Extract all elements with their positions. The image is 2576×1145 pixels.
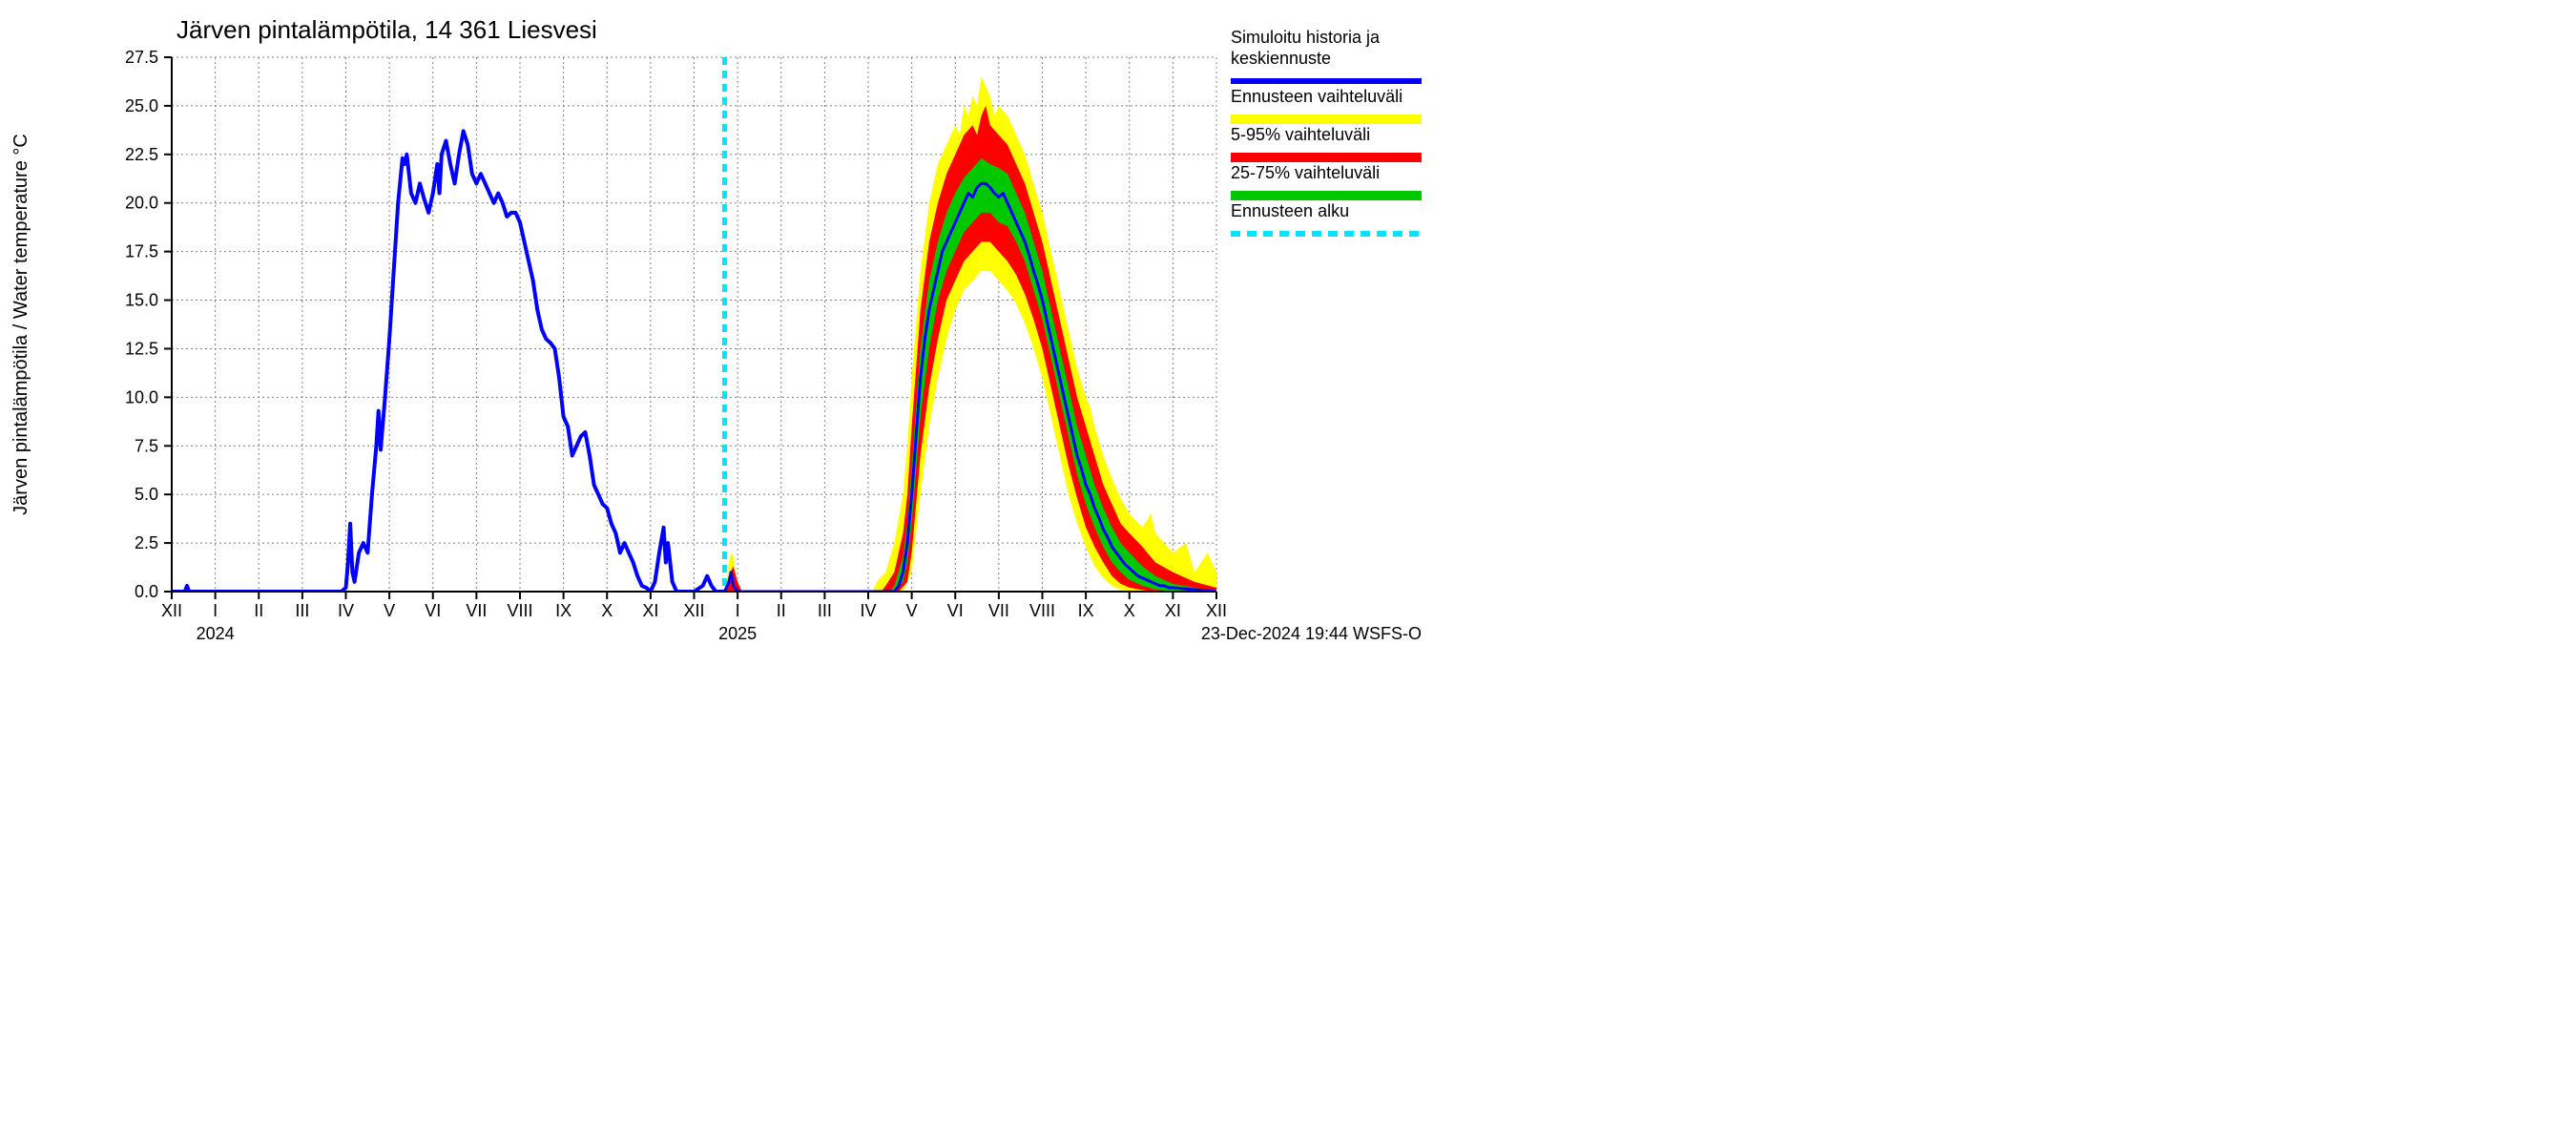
x-tick-label: V — [906, 601, 918, 620]
y-tick-label: 5.0 — [135, 485, 158, 504]
y-tick-label: 2.5 — [135, 533, 158, 552]
y-tick-label: 0.0 — [135, 582, 158, 601]
x-tick-label: X — [1124, 601, 1135, 620]
y-tick-label: 27.5 — [125, 48, 158, 67]
legend-label: 25-75% vaihteluväli — [1231, 163, 1380, 182]
x-tick-label: IV — [860, 601, 876, 620]
y-tick-label: 10.0 — [125, 387, 158, 406]
x-tick-label: IV — [338, 601, 354, 620]
y-tick-label: 7.5 — [135, 436, 158, 455]
x-tick-label: IX — [555, 601, 571, 620]
x-tick-label: III — [818, 601, 832, 620]
x-tick-label: VII — [988, 601, 1009, 620]
chart-title: Järven pintalämpötila, 14 361 Liesvesi — [177, 15, 597, 44]
legend-label: Simuloitu historia ja — [1231, 28, 1381, 47]
y-tick-label: 25.0 — [125, 96, 158, 115]
x-tick-label: XI — [1165, 601, 1181, 620]
x-tick-label: V — [384, 601, 395, 620]
x-tick-label: II — [254, 601, 263, 620]
x-tick-label: I — [736, 601, 740, 620]
y-tick-label: 20.0 — [125, 194, 158, 213]
legend-label: Ennusteen alku — [1231, 201, 1349, 220]
legend-swatch — [1231, 153, 1422, 162]
x-tick-label: III — [295, 601, 309, 620]
legend-swatch — [1231, 191, 1422, 200]
x-tick-label: VII — [466, 601, 487, 620]
legend-label: 5-95% vaihteluväli — [1231, 125, 1370, 144]
legend-label: keskiennuste — [1231, 49, 1331, 68]
x-tick-label: VIII — [507, 601, 532, 620]
y-tick-label: 12.5 — [125, 339, 158, 358]
x-tick-label: XII — [161, 601, 182, 620]
y-axis-label: Järven pintalämpötila / Water temperatur… — [10, 134, 31, 515]
x-tick-label: VI — [425, 601, 441, 620]
y-tick-label: 22.5 — [125, 145, 158, 164]
y-tick-label: 15.0 — [125, 291, 158, 310]
x-tick-label: I — [213, 601, 218, 620]
x-tick-label: VI — [947, 601, 964, 620]
chart-svg: Järven pintalämpötila, 14 361 Liesvesi Jä… — [0, 0, 1431, 668]
x-tick-label: X — [601, 601, 613, 620]
x-tick-label: VIII — [1029, 601, 1055, 620]
x-tick-label: XII — [683, 601, 704, 620]
x-year-label: 2024 — [197, 624, 235, 643]
legend-swatch — [1231, 114, 1422, 124]
chart-container: Järven pintalämpötila, 14 361 Liesvesi Jä… — [0, 0, 1431, 668]
x-tick-label: XII — [1206, 601, 1227, 620]
x-tick-label: IX — [1078, 601, 1094, 620]
x-year-label: 2025 — [718, 624, 757, 643]
x-tick-label: XI — [642, 601, 658, 620]
x-tick-label: II — [777, 601, 786, 620]
legend-label: Ennusteen vaihteluväli — [1231, 87, 1402, 106]
y-tick-label: 17.5 — [125, 242, 158, 261]
footer-timestamp: 23-Dec-2024 19:44 WSFS-O — [1201, 624, 1422, 643]
